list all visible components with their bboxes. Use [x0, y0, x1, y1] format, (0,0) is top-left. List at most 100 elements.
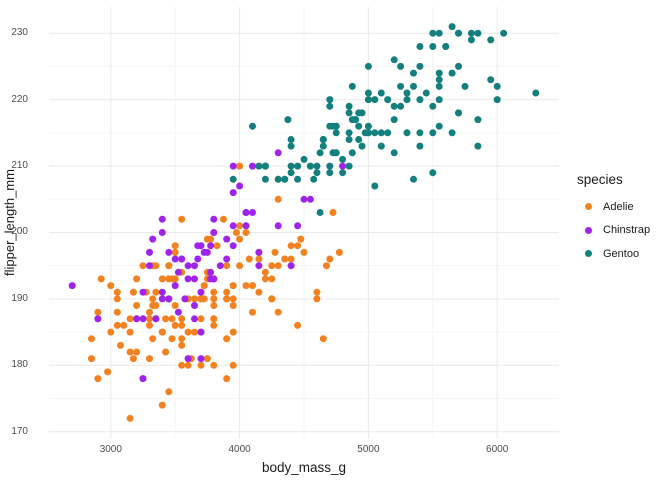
- data-point-adelie: [129, 355, 137, 363]
- data-point-chinstrap: [300, 195, 308, 203]
- data-point-gentoo: [358, 109, 366, 117]
- data-point-adelie: [287, 242, 295, 250]
- data-point-gentoo: [500, 29, 508, 37]
- data-point-chinstrap: [191, 302, 198, 309]
- legend-item-adelie: Adelie: [571, 195, 671, 219]
- data-point-adelie: [146, 321, 153, 329]
- data-point-gentoo: [332, 149, 340, 157]
- data-point-adelie: [236, 222, 244, 230]
- x-tick-label: 4000: [228, 444, 251, 455]
- data-point-adelie: [94, 308, 102, 316]
- data-point-adelie: [223, 288, 231, 296]
- data-point-chinstrap: [178, 255, 186, 263]
- data-point-adelie: [274, 308, 282, 316]
- x-tick-label: 5000: [357, 444, 380, 455]
- data-point-gentoo: [435, 82, 443, 90]
- legend-items: Adelie Chinstrap Gentoo: [571, 195, 671, 266]
- y-tick-label: 230: [11, 27, 28, 39]
- data-point-adelie: [249, 308, 256, 316]
- data-point-gentoo: [345, 129, 353, 137]
- data-point-adelie: [171, 242, 179, 250]
- data-point-gentoo: [416, 129, 424, 137]
- data-point-adelie: [229, 302, 237, 309]
- data-point-adelie: [232, 229, 240, 236]
- data-point-adelie: [146, 315, 153, 323]
- data-point-adelie: [113, 288, 121, 296]
- data-point-gentoo: [410, 175, 417, 183]
- data-point-chinstrap: [287, 262, 295, 270]
- data-point-chinstrap: [229, 222, 237, 230]
- data-point-chinstrap: [242, 209, 250, 216]
- data-point-chinstrap: [274, 149, 282, 157]
- data-point-adelie: [287, 255, 295, 263]
- data-point-gentoo: [332, 129, 340, 137]
- data-point-adelie: [126, 315, 134, 323]
- data-point-adelie: [319, 335, 327, 343]
- data-point-adelie: [268, 275, 276, 283]
- data-point-gentoo: [364, 122, 372, 130]
- data-point-gentoo: [442, 43, 450, 50]
- data-point-adelie: [281, 255, 289, 263]
- data-point-gentoo: [397, 82, 405, 90]
- data-point-chinstrap: [236, 182, 244, 190]
- data-point-chinstrap: [229, 242, 237, 250]
- data-point-adelie: [133, 302, 141, 309]
- data-point-adelie: [88, 335, 95, 343]
- data-point-chinstrap: [184, 262, 192, 270]
- data-point-adelie: [236, 235, 244, 243]
- data-point-adelie: [223, 295, 231, 303]
- data-point-adelie: [184, 361, 192, 369]
- data-point-gentoo: [474, 29, 482, 37]
- data-point-chinstrap: [294, 222, 302, 230]
- data-point-adelie: [274, 262, 282, 270]
- data-point-gentoo: [306, 162, 314, 170]
- data-point-adelie: [249, 282, 256, 290]
- data-point-adelie: [120, 321, 128, 329]
- data-point-chinstrap: [158, 295, 166, 303]
- data-point-gentoo: [410, 69, 417, 77]
- data-point-chinstrap: [158, 288, 166, 296]
- plot-canvas: [49, 7, 559, 438]
- data-point-adelie: [236, 162, 244, 170]
- data-point-adelie: [229, 295, 237, 303]
- data-point-gentoo: [364, 89, 372, 97]
- data-point-chinstrap: [133, 315, 141, 323]
- data-point-chinstrap: [223, 255, 231, 263]
- legend-swatch-icon: [585, 226, 592, 234]
- data-point-gentoo: [229, 175, 237, 183]
- data-point-gentoo: [429, 29, 437, 37]
- data-point-adelie: [274, 195, 282, 203]
- data-point-adelie: [329, 209, 337, 216]
- data-point-adelie: [191, 328, 198, 336]
- data-point-chinstrap: [152, 315, 160, 323]
- data-point-adelie: [294, 321, 302, 329]
- data-point-chinstrap: [146, 262, 153, 270]
- data-point-gentoo: [416, 142, 424, 150]
- x-tick-label: 3000: [99, 444, 122, 455]
- data-point-adelie: [113, 321, 121, 329]
- data-point-gentoo: [455, 62, 462, 70]
- data-point-chinstrap: [249, 162, 256, 170]
- data-point-adelie: [107, 282, 115, 290]
- data-point-chinstrap: [197, 328, 205, 336]
- data-point-gentoo: [348, 82, 356, 90]
- data-point-adelie: [268, 295, 276, 303]
- data-point-adelie: [126, 414, 134, 422]
- data-point-gentoo: [361, 129, 369, 137]
- data-point-chinstrap: [191, 275, 198, 283]
- data-point-chinstrap: [207, 242, 215, 250]
- data-point-gentoo: [435, 29, 443, 37]
- data-point-adelie: [152, 262, 160, 270]
- data-point-gentoo: [429, 43, 437, 50]
- data-point-gentoo: [377, 142, 385, 150]
- data-point-adelie: [223, 335, 231, 343]
- data-point-adelie: [223, 262, 231, 270]
- data-point-adelie: [191, 295, 198, 303]
- data-point-gentoo: [316, 149, 324, 157]
- y-tick-label: 190: [11, 292, 28, 304]
- data-point-adelie: [229, 328, 237, 336]
- data-point-adelie: [223, 375, 231, 383]
- data-point-chinstrap: [171, 282, 179, 290]
- data-point-chinstrap: [197, 355, 205, 363]
- data-point-chinstrap: [194, 255, 202, 263]
